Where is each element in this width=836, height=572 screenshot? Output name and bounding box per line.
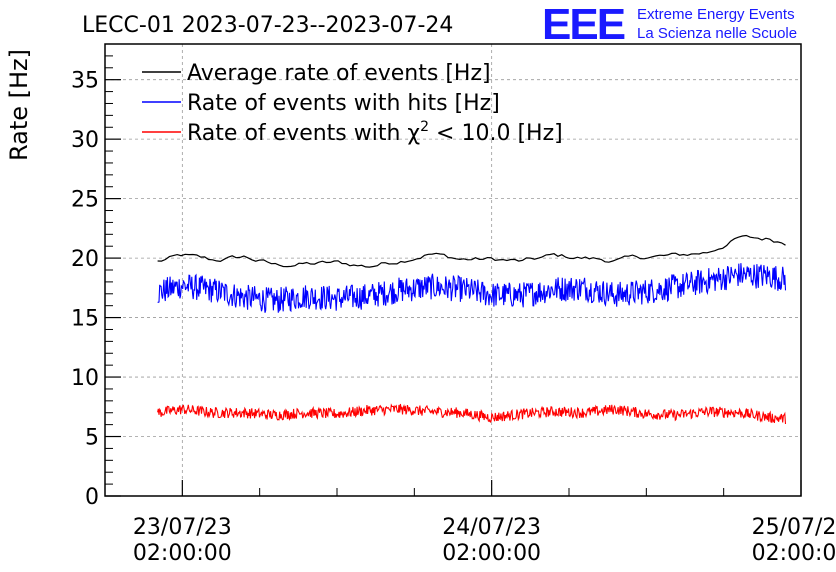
- x-tick-label-date: 25/07/23: [752, 515, 836, 540]
- legend: Average rate of events [Hz] Rate of event…: [142, 61, 563, 146]
- x-tick-label-time: 02:00:00: [133, 541, 232, 566]
- x-tick-label-time: 02:00:00: [752, 541, 836, 566]
- x-tick-label-date: 24/07/23: [442, 515, 541, 540]
- x-tick-label-date: 23/07/23: [133, 515, 232, 540]
- y-tick-label: 5: [85, 426, 99, 451]
- y-tick-label: 25: [71, 188, 99, 213]
- legend-label-3: Rate of events with χ2 < 10.0 [Hz]: [187, 119, 563, 146]
- eee-logo-mark: EEE: [542, 0, 625, 49]
- eee-logo-line2: La Scienza nelle Scuole: [637, 25, 797, 42]
- legend-label-2: Rate of events with hits [Hz]: [187, 91, 500, 116]
- series-lines: [157, 234, 787, 425]
- axes: 0510152025303523/07/2302:00:0024/07/2302…: [71, 55, 836, 566]
- series-line-3: [157, 403, 787, 425]
- eee-logo-line1: Extreme Energy Events: [637, 6, 795, 23]
- y-tick-label: 10: [71, 366, 99, 391]
- series-line-2: [157, 263, 787, 313]
- y-tick-label: 15: [71, 307, 99, 332]
- y-tick-label: 30: [71, 128, 99, 153]
- x-tick-label-time: 02:00:00: [442, 541, 541, 566]
- series-line-1: [157, 234, 786, 268]
- y-tick-label: 35: [71, 69, 99, 94]
- y-axis-label: Rate [Hz]: [5, 49, 33, 161]
- legend-label-1: Average rate of events [Hz]: [187, 61, 491, 86]
- y-tick-label: 20: [71, 247, 99, 272]
- y-tick-label: 0: [85, 485, 99, 510]
- chart-title: LECC-01 2023-07-23--2023-07-24: [82, 13, 453, 38]
- eee-logo: EEE Extreme Energy Events La Scienza nel…: [542, 0, 797, 49]
